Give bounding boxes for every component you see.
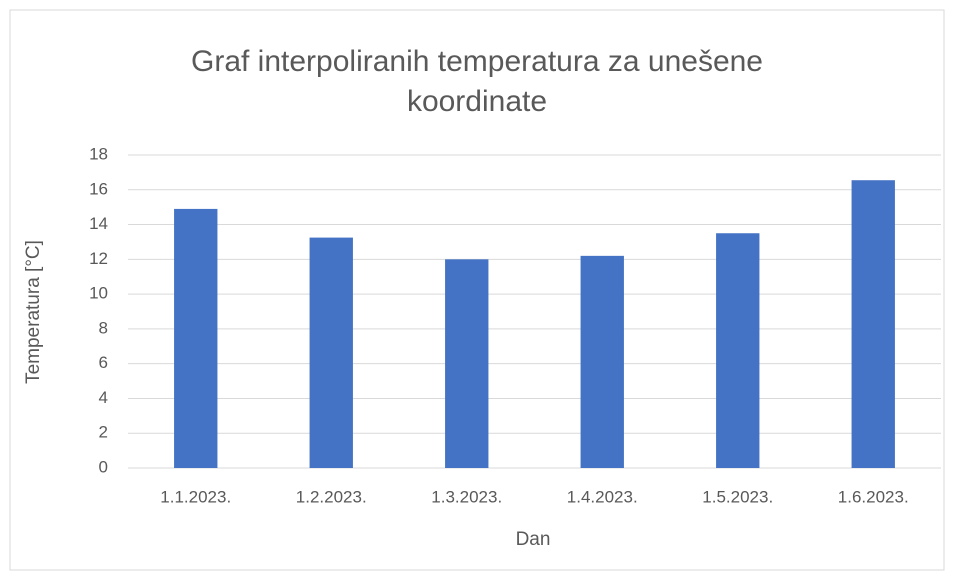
x-tick-label: 1.2.2023.: [296, 487, 367, 506]
x-tick-label: 1.5.2023.: [702, 487, 773, 506]
x-tick-label: 1.3.2023.: [431, 487, 502, 506]
bar: [716, 233, 760, 468]
y-tick-label: 8: [99, 318, 108, 337]
y-tick-label: 12: [89, 249, 108, 268]
x-tick-label: 1.6.2023.: [838, 487, 909, 506]
bar: [851, 180, 895, 469]
bar: [309, 237, 353, 468]
chart-title: Graf interpoliranih temperatura za uneše…: [191, 45, 763, 118]
y-axis-label: Temperatura [°C]: [23, 240, 44, 384]
chart-border: [9, 9, 945, 571]
bar: [174, 208, 218, 468]
y-tick-label: 18: [89, 144, 108, 163]
y-tick-label: 6: [99, 353, 108, 372]
x-tick-label: 1.1.2023.: [160, 487, 231, 506]
bar: [580, 255, 624, 468]
y-tick-label: 10: [89, 284, 108, 303]
y-tick-label: 4: [99, 388, 108, 407]
x-tick-label: 1.4.2023.: [567, 487, 638, 506]
x-axis-label: Dan: [516, 529, 551, 550]
y-tick-label: 0: [99, 457, 108, 476]
y-tick-label: 16: [89, 179, 108, 198]
bar: [445, 259, 489, 468]
y-tick-label: 2: [99, 423, 108, 442]
y-tick-label: 14: [89, 214, 108, 233]
